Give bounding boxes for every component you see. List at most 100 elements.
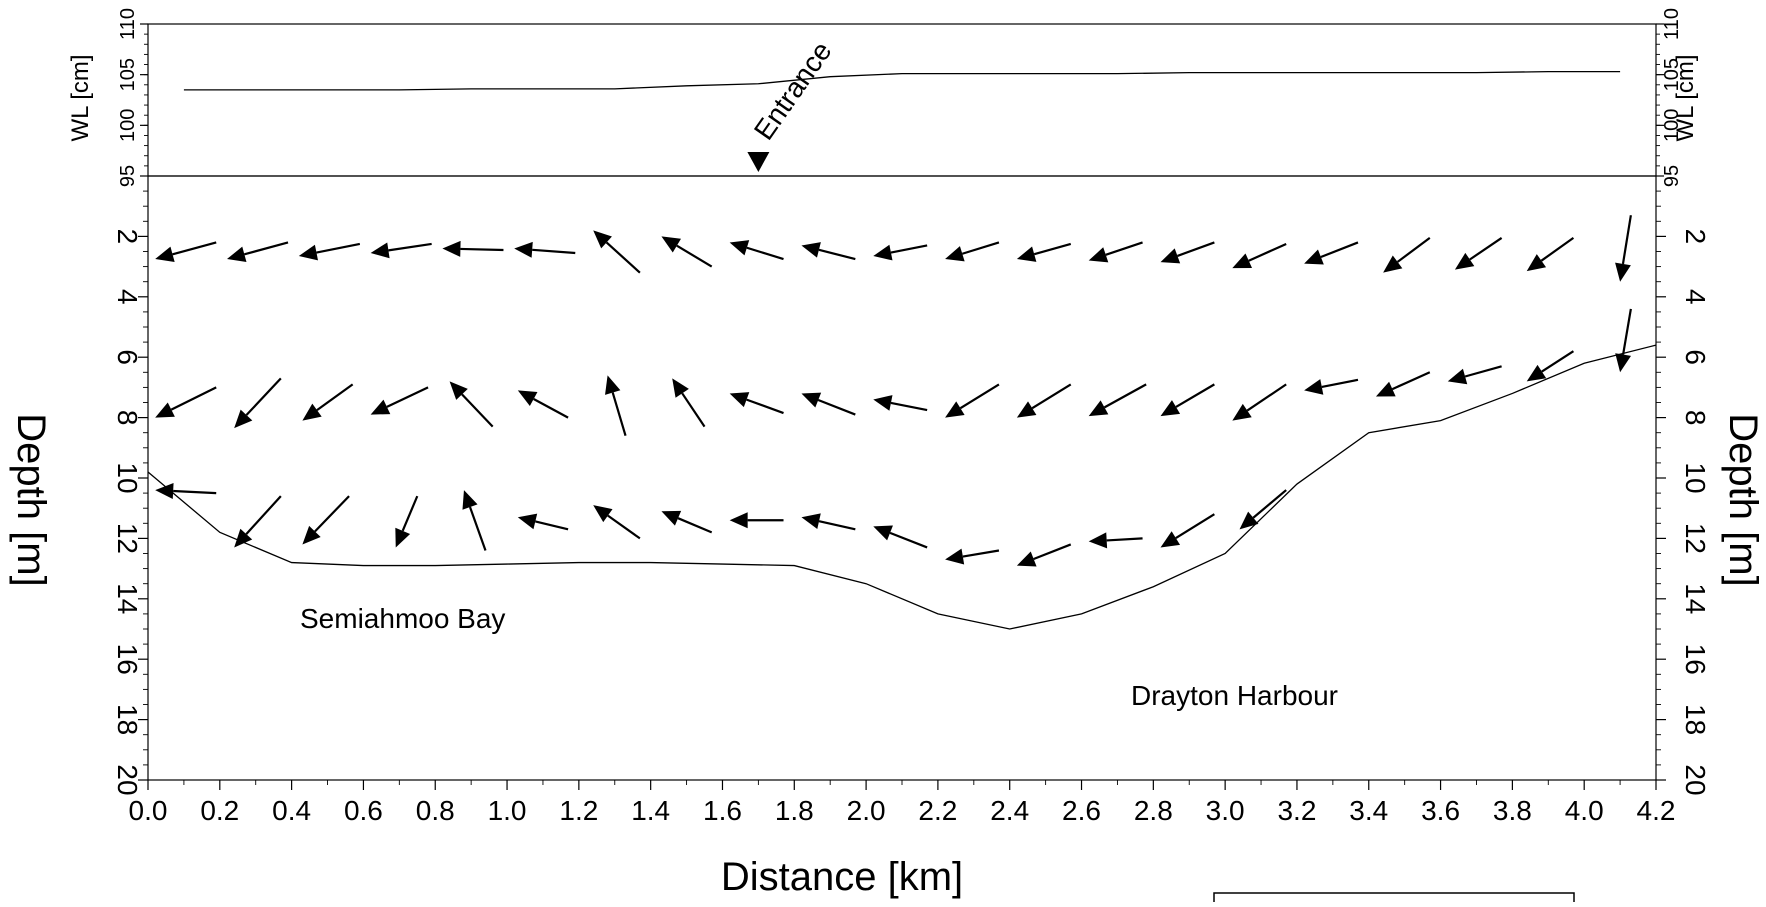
current-vector-lower (801, 513, 856, 531)
current-vector-middle (672, 378, 706, 428)
vector-shaft (1396, 237, 1431, 263)
vector-head (605, 375, 621, 395)
vector-head (1232, 403, 1252, 421)
current-vector-upper (801, 242, 856, 261)
vector-shaft (172, 241, 217, 256)
wl-axis-title-left: WL [cm] (67, 54, 94, 141)
depth-tick-label-left: 10 (112, 462, 143, 493)
x-tick-label: 3.8 (1493, 795, 1532, 826)
current-vector-upper (226, 241, 289, 263)
vector-head (593, 230, 612, 249)
current-vector-middle (1304, 378, 1359, 395)
vector-head (873, 244, 893, 261)
x-axis-title: Distance [km] (721, 855, 963, 899)
plot-frames (147, 23, 1657, 781)
vector-shaft (817, 398, 856, 416)
vector-shaft (532, 248, 576, 255)
vector-shaft (1391, 371, 1431, 391)
current-vector-upper (1454, 237, 1503, 270)
vector-head (1160, 248, 1181, 264)
scale-legend-box (1213, 892, 1575, 907)
current-vector-lower (234, 495, 282, 548)
vector-head (1375, 381, 1396, 397)
vector-shaft (676, 244, 713, 268)
vector-shaft (316, 383, 354, 411)
x-tick-label: 0.2 (200, 795, 239, 826)
vector-head (302, 525, 321, 545)
vector-head (514, 241, 533, 258)
depth-tick-label-right: 18 (1680, 704, 1711, 735)
semiahmoo-bay-label: Semiahmoo Bay (300, 603, 505, 634)
current-vector-lower (517, 513, 569, 531)
wl-tick-label-left: 105 (117, 58, 139, 91)
vector-head (945, 401, 965, 418)
current-vector-middle (1447, 365, 1502, 385)
bathymetry-line (147, 344, 1657, 630)
entrance-marker-icon (747, 152, 770, 172)
vector-head (1232, 253, 1253, 269)
vector-head (661, 510, 682, 526)
vector-shaft (1103, 383, 1147, 409)
vector-head (155, 482, 174, 499)
depth-tick-label-left: 12 (112, 523, 143, 554)
x-tick-label: 3.0 (1206, 795, 1245, 826)
wl-tick-label-right: 95 (1661, 165, 1683, 187)
drayton-harbour-label: Drayton Harbour (1131, 680, 1338, 711)
vector-shaft (1541, 350, 1575, 373)
current-vector-middle (449, 381, 494, 428)
depth-axis-title-left: Depth [m] (9, 413, 53, 586)
vector-head (234, 528, 253, 548)
vector-head (517, 390, 538, 407)
current-vector-middle (729, 392, 784, 415)
vector-shaft (961, 241, 1000, 255)
vector-head (370, 242, 390, 259)
x-tick-label: 2.6 (1062, 795, 1101, 826)
current-vector-middle (302, 383, 354, 421)
vector-shaft (1033, 242, 1072, 256)
depth-tick-label-right: 2 (1680, 229, 1711, 245)
x-tick-label: 1.8 (775, 795, 814, 826)
x-tick-label: 3.2 (1277, 795, 1316, 826)
wl-tick-label-right: 110 (1661, 8, 1683, 40)
vector-shaft (533, 398, 569, 419)
vector-head (945, 548, 965, 565)
vector-shaft (468, 506, 487, 551)
vector-shaft (681, 392, 706, 428)
current-vector-middle (605, 375, 627, 437)
x-tick-label: 1.0 (488, 795, 527, 826)
vector-head (1160, 400, 1181, 417)
vector-shaft (1175, 513, 1215, 539)
current-vector-upper (1304, 241, 1359, 265)
vector-shaft (1175, 383, 1215, 408)
vector-head (155, 402, 175, 418)
vector-head (801, 392, 822, 408)
vector-shaft (959, 383, 1000, 410)
vector-head (1526, 254, 1547, 272)
x-tick-label: 2.0 (847, 795, 886, 826)
vector-head (1016, 551, 1037, 567)
vector-shaft (1321, 378, 1359, 389)
x-tick-label: 3.4 (1349, 795, 1388, 826)
current-vector-middle (945, 383, 1000, 418)
current-vector-upper (729, 240, 784, 261)
depth-tick-label-left: 4 (112, 289, 143, 305)
x-tick-label: 3.6 (1421, 795, 1460, 826)
vector-shaft (1622, 308, 1632, 355)
vector-shaft (962, 549, 1000, 558)
current-vector-middle (801, 392, 856, 416)
current-vector-middle (1615, 308, 1632, 373)
vector-shaft (1252, 489, 1287, 519)
vector-shaft (1320, 241, 1359, 259)
vector-shaft (746, 398, 784, 415)
current-vector-lower (729, 512, 784, 529)
vector-head (801, 242, 821, 258)
depth-axis-title-right: Depth [m] (1721, 413, 1765, 586)
vector-head (1304, 379, 1324, 395)
vector-shaft (889, 531, 928, 549)
x-tick-label: 0.0 (129, 795, 168, 826)
vector-shaft (461, 393, 494, 428)
current-vector-lower (661, 510, 713, 534)
vector-head (661, 236, 681, 253)
current-vector-lower (1088, 532, 1143, 549)
